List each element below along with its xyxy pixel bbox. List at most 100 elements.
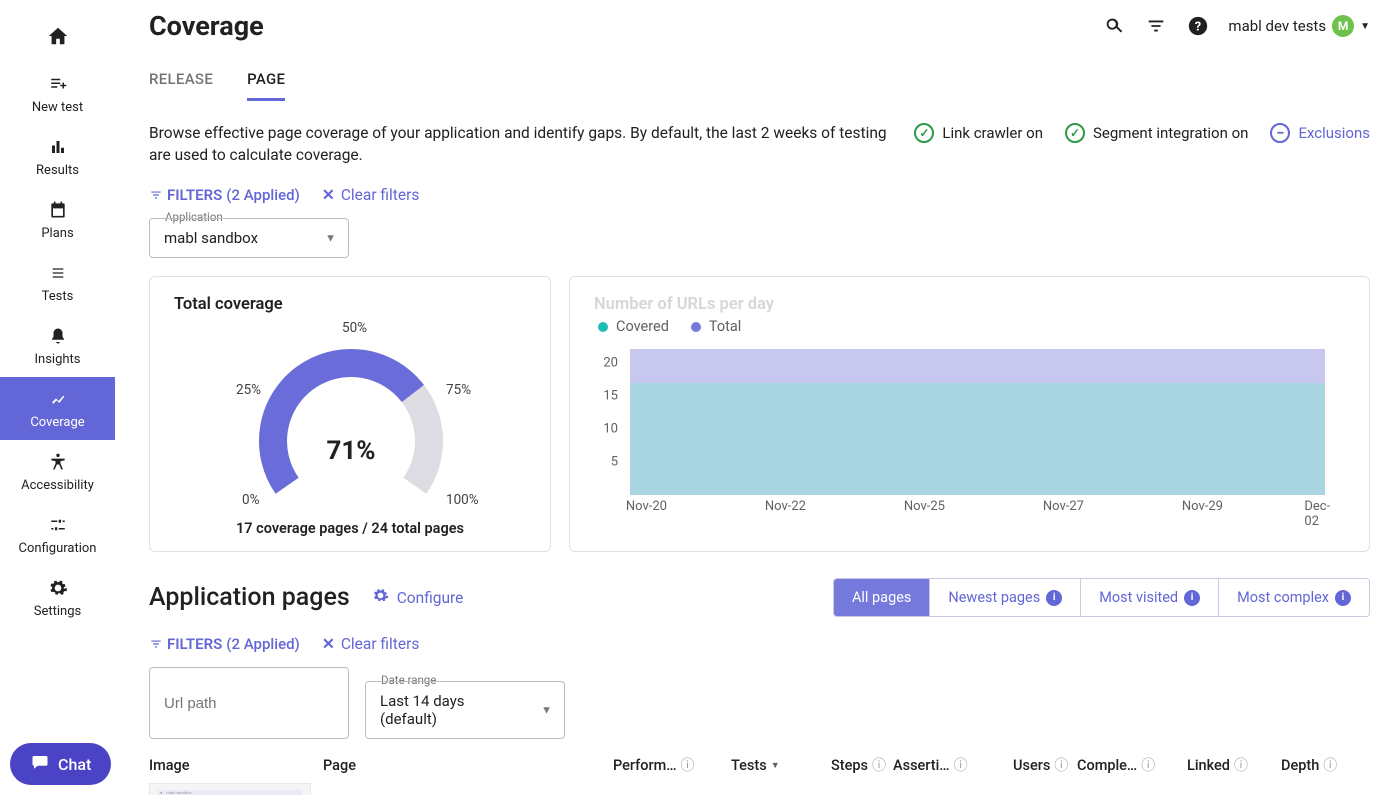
sidebar-item-insights[interactable]: Insights (0, 314, 115, 377)
sidebar-item-settings[interactable]: Settings (0, 566, 115, 629)
info-icon: i (1046, 590, 1062, 606)
legend-swatch (691, 322, 701, 332)
minus-circle-icon: − (1270, 123, 1290, 143)
help-icon[interactable]: ? (1186, 14, 1210, 38)
gauge-chart: 71% 50% 25% 75% 0% 100% (174, 318, 528, 518)
segment-label: Most complex (1237, 589, 1329, 606)
sidebar-item-coverage[interactable]: Coverage (0, 377, 115, 440)
info-icon: i (1335, 590, 1351, 606)
filters-text: FILTERS (167, 635, 222, 653)
configure-button[interactable]: Configure (372, 587, 464, 608)
filters-text: FILTERS (167, 186, 222, 204)
th-label: Depth (1281, 757, 1319, 774)
info-icon: i (1184, 590, 1200, 606)
close-icon: ✕ (322, 186, 335, 204)
sidebar-item-tests[interactable]: Tests (0, 251, 115, 314)
segment-newest[interactable]: Newest pagesi (930, 579, 1081, 616)
segment-label: All pages (852, 589, 911, 606)
pages-filters-button[interactable]: FILTERS (2 Applied) (149, 635, 300, 653)
chart-legend: Covered Total (598, 318, 1345, 335)
sidebar-item-label: Accessibility (21, 478, 94, 493)
filters-button[interactable]: FILTERS (2 Applied) (149, 186, 300, 204)
exclusions-button[interactable]: − Exclusions (1270, 123, 1370, 143)
gauge-label-50: 50% (342, 320, 367, 336)
filters-applied-count: (2 Applied) (226, 186, 300, 204)
legend-total: Total (691, 318, 741, 335)
filter-icon[interactable] (1144, 14, 1168, 38)
segment-most-visited[interactable]: Most visited i (1081, 579, 1219, 616)
th-tests[interactable]: Tests ▼ (731, 755, 831, 775)
workspace-switcher[interactable]: mabl dev tests M ▼ (1228, 15, 1370, 37)
gauge-caption: 17 coverage pages / 24 total pages (174, 520, 526, 537)
th-label: Users (1013, 757, 1050, 774)
th-label: Image (149, 757, 190, 774)
avatar: M (1332, 15, 1354, 37)
sidebar-item-home[interactable] (0, 14, 115, 62)
search-icon[interactable] (1102, 14, 1126, 38)
legend-label: Total (709, 318, 741, 335)
th-steps[interactable]: Stepsⓘ (831, 755, 893, 775)
sidebar-item-plans[interactable]: Plans (0, 188, 115, 251)
main-content: Coverage ? mabl dev tests M ▼ RELEASE PA… (115, 0, 1400, 795)
tab-release[interactable]: RELEASE (149, 70, 213, 101)
info-icon: ⓘ (1054, 755, 1068, 775)
sidebar-item-label: New test (32, 100, 83, 115)
sidebar-item-results[interactable]: Results (0, 125, 115, 188)
status-label: Segment integration on (1093, 124, 1248, 142)
th-linked[interactable]: Linkedⓘ (1187, 755, 1281, 775)
tab-page[interactable]: PAGE (247, 70, 285, 101)
th-complexity[interactable]: Comple… ⓘ (1077, 755, 1187, 775)
status-label: Link crawler on (942, 124, 1043, 142)
application-select-value: mabl sandbox (164, 229, 258, 247)
sidebar-item-label: Tests (42, 289, 74, 304)
filters-applied-count: (2 Applied) (226, 635, 300, 653)
info-icon: ⓘ (954, 755, 968, 775)
th-assertions[interactable]: Asserti… ⓘ (893, 755, 1013, 775)
gauge-label-25: 25% (236, 382, 261, 398)
chat-button[interactable]: Chat (10, 743, 111, 785)
sidebar-item-new-test[interactable]: New test (0, 62, 115, 125)
chevron-down-icon: ▼ (541, 704, 552, 717)
daterange-select[interactable]: Last 14 days (default) ▼ (365, 681, 565, 739)
th-image[interactable]: Image (149, 755, 323, 775)
th-performance[interactable]: Perform…ⓘ (613, 755, 731, 775)
accessibility-icon (48, 450, 68, 474)
card-title: Total coverage (174, 295, 526, 314)
check-icon: ✓ (914, 123, 934, 143)
th-label: Perform… (613, 757, 677, 774)
page-description: Browse effective page coverage of your a… (149, 123, 909, 166)
bell-icon (49, 324, 67, 348)
segment-label: Most visited (1099, 589, 1178, 606)
th-label: Tests (731, 757, 767, 774)
info-icon: ⓘ (1141, 755, 1155, 775)
info-icon: ⓘ (872, 755, 886, 775)
sidebar-item-label: Results (36, 163, 79, 178)
table-row[interactable]: ●mabl sandbox Welcome to the mabl sandbo… (149, 783, 1370, 795)
gear-icon (48, 576, 68, 600)
info-icon: ⓘ (1234, 755, 1248, 775)
th-users[interactable]: Usersⓘ (1013, 755, 1077, 775)
application-select[interactable]: mabl sandbox ▼ (149, 218, 349, 258)
th-label: Steps (831, 757, 868, 774)
segment-all-pages[interactable]: All pages (834, 579, 930, 616)
clear-filters-button[interactable]: ✕ Clear filters (322, 186, 420, 204)
gear-icon (372, 587, 389, 608)
pages-clear-filters-button[interactable]: ✕ Clear filters (322, 635, 420, 653)
info-icon: ⓘ (681, 755, 695, 775)
segment-most-complex[interactable]: Most complex i (1219, 579, 1369, 616)
th-label: Comple… (1077, 757, 1137, 774)
area-chart: 5101520 Nov-20Nov-22Nov-25Nov-27Nov-29De… (594, 349, 1345, 519)
th-depth[interactable]: Depthⓘ (1281, 755, 1351, 775)
daterange-value: Last 14 days (default) (380, 692, 465, 728)
sidebar-item-accessibility[interactable]: Accessibility (0, 440, 115, 503)
section-title: Application pages (149, 583, 350, 612)
status-link-crawler: ✓ Link crawler on (914, 123, 1043, 143)
url-path-input[interactable] (149, 667, 349, 739)
sidebar-item-configuration[interactable]: Configuration (0, 503, 115, 566)
workspace-name: mabl dev tests (1228, 17, 1326, 35)
sidebar-item-label: Plans (41, 226, 73, 241)
clear-filters-label: Clear filters (341, 186, 420, 204)
configure-label: Configure (397, 589, 464, 607)
y-axis: 5101520 (594, 349, 622, 495)
th-page[interactable]: Page (323, 755, 613, 775)
